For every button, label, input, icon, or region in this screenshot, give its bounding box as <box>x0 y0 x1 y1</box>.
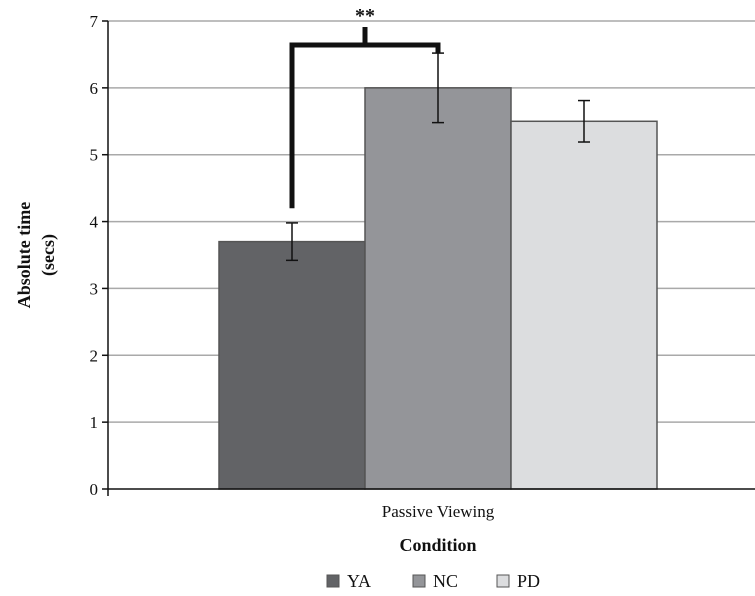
y-tick-label: 0 <box>90 480 99 499</box>
bar-pd <box>510 120 658 490</box>
legend: YA NC PD <box>326 571 540 591</box>
y-tick-labels: 0 1 2 3 4 5 6 7 <box>90 12 108 499</box>
y-tick-label: 7 <box>90 12 99 31</box>
axes <box>107 21 755 496</box>
y-tick-label: 5 <box>90 146 99 165</box>
significance-bracket <box>289 27 441 209</box>
legend-label-pd: PD <box>517 571 540 591</box>
error-bars <box>286 52 590 262</box>
y-axis-title-line-1: Absolute time <box>14 202 34 309</box>
y-tick-label: 6 <box>90 79 99 98</box>
bar-nc <box>364 87 512 490</box>
legend-label-ya: YA <box>347 571 371 591</box>
x-axis-title: Condition <box>399 535 476 555</box>
y-tick-label: 1 <box>90 413 99 432</box>
y-axis-title: Absolute time (secs) <box>14 202 59 309</box>
y-tick-label: 4 <box>90 213 99 232</box>
legend-swatch-pd <box>496 574 510 588</box>
significance-label: ** <box>355 5 375 27</box>
bar-ya <box>218 240 366 490</box>
x-category-label: Passive Viewing <box>382 502 495 521</box>
y-axis-title-line-2: (secs) <box>38 234 59 276</box>
legend-swatch-nc <box>412 574 426 588</box>
bars <box>218 87 658 490</box>
legend-swatch-ya <box>326 574 340 588</box>
y-tick-label: 2 <box>90 346 99 365</box>
legend-label-nc: NC <box>433 571 458 591</box>
y-tick-label: 3 <box>90 279 99 298</box>
